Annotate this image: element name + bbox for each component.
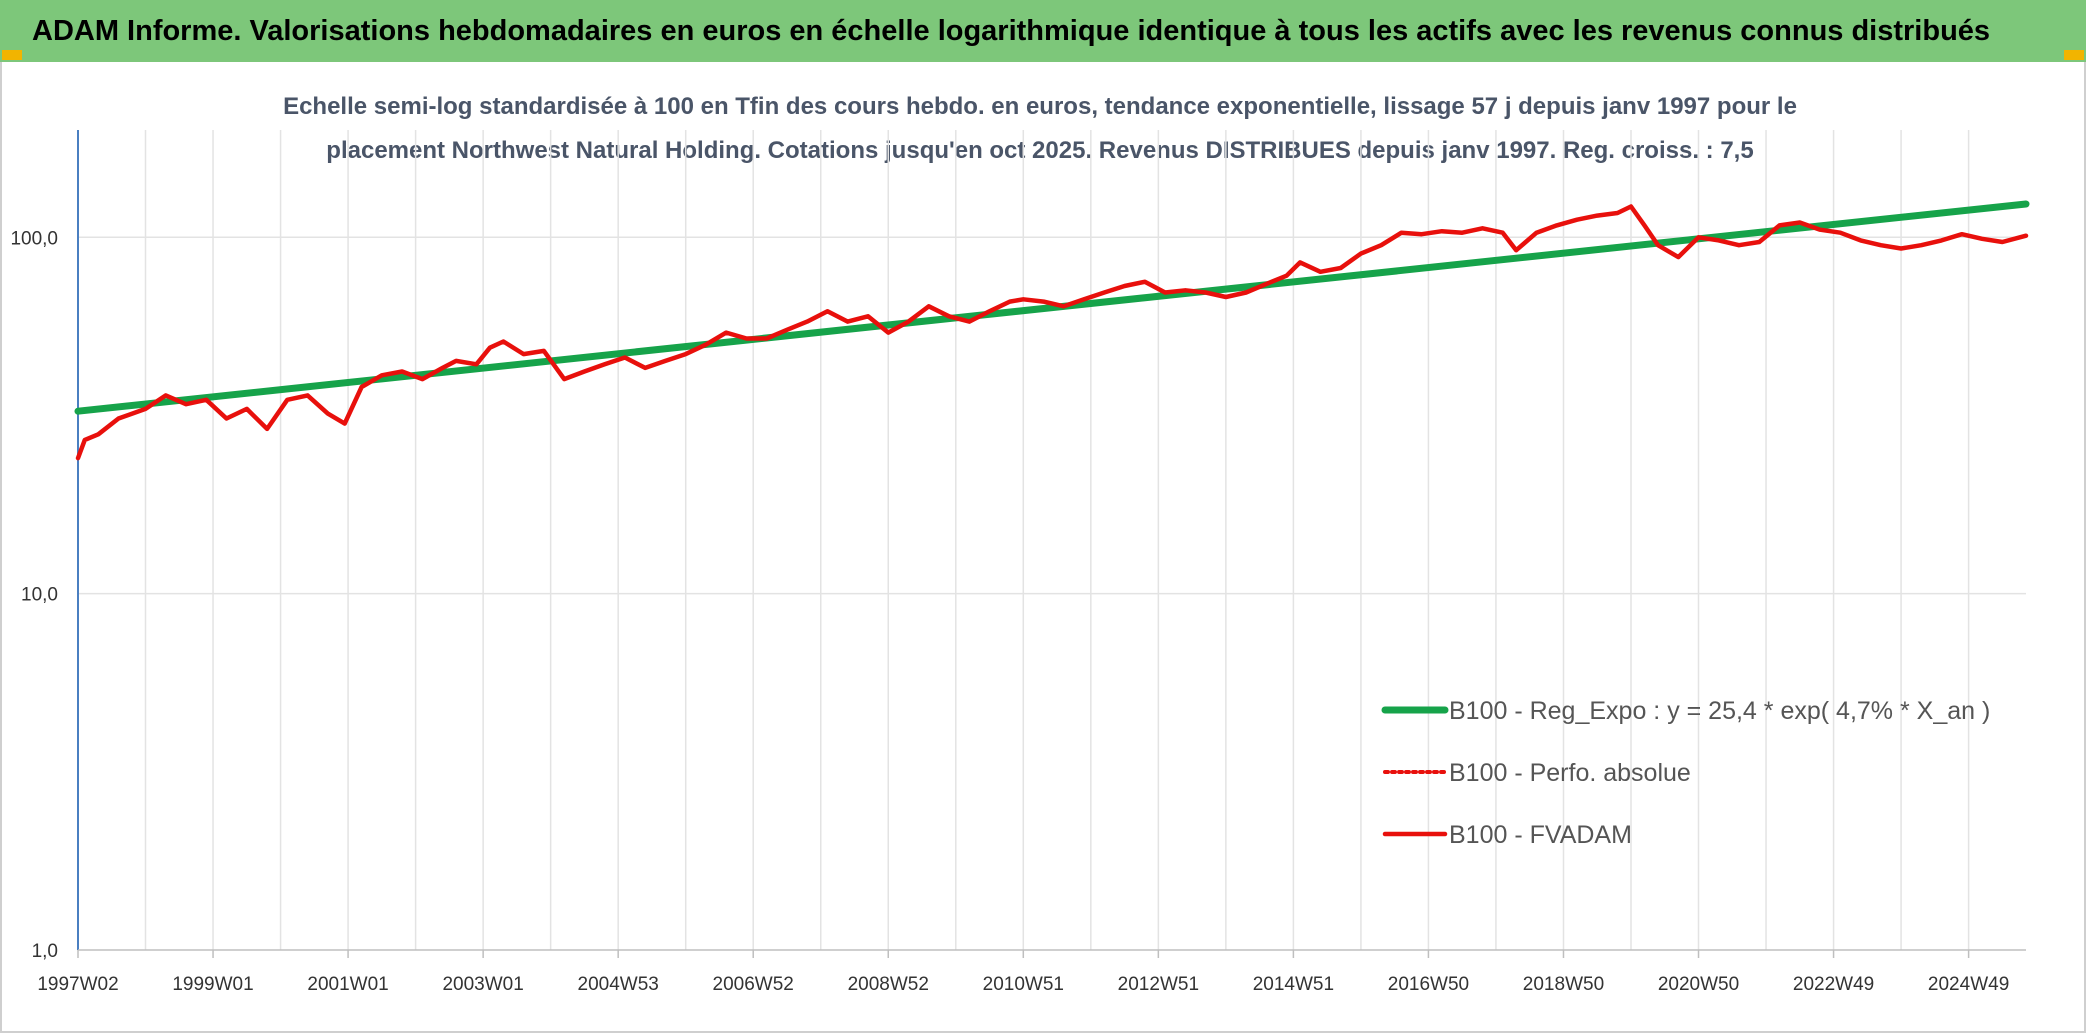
x-tick-label: 2008W52 (848, 974, 929, 995)
legend: B100 - Reg_Expo : y = 25,4 * exp( 4,7% *… (1381, 697, 1990, 849)
x-tick-label: 1999W01 (172, 974, 253, 995)
x-tick-label: 2001W01 (307, 974, 388, 995)
x-tick-label: 2003W01 (442, 974, 523, 995)
chart-frame (0, 50, 2086, 1033)
x-tick-label: 2012W51 (1118, 974, 1199, 995)
x-tick-label: 2006W52 (713, 974, 794, 995)
series-line-2 (75, 204, 2029, 461)
x-tick-label: 2022W49 (1793, 974, 1874, 995)
x-tick-label: 2020W50 (1658, 974, 1739, 995)
legend-label-2: B100 - FVADAM (1449, 821, 1632, 849)
corner-marker-left (2, 50, 22, 60)
series-lines (74, 200, 2030, 461)
axes: 1,0 10,0 100,0 1997W02 1999W01 2001W01 2003W01… (10, 130, 2026, 995)
chart-title-line-1: Echelle semi-log standardisée à 100 en T… (283, 93, 1797, 120)
legend-label-0: B100 - Reg_Expo : y = 25,4 * exp( 4,7% *… (1449, 697, 1990, 725)
corner-marker-right (2064, 50, 2084, 60)
x-tick-label: 1997W02 (37, 974, 118, 995)
x-tick-label: 2010W51 (983, 974, 1064, 995)
x-tick-label: 2014W51 (1253, 974, 1334, 995)
grid-lines (77, 130, 2026, 950)
y-tick-label: 1,0 (32, 941, 58, 962)
chart-title-line-2: placement Northwest Natural Holding. Cot… (326, 137, 1753, 164)
x-tick-label: 2004W53 (578, 974, 659, 995)
x-tick-label: 2018W50 (1523, 974, 1604, 995)
legend-label-1: B100 - Perfo. absolue (1449, 759, 1691, 787)
y-tick-label: 10,0 (21, 585, 58, 606)
x-tick-label: 2016W50 (1388, 974, 1469, 995)
report-banner-title: ADAM Informe. Valorisations hebdomadaire… (0, 0, 2086, 62)
x-tick-label: 2024W49 (1928, 974, 2009, 995)
y-tick-label: 100,0 (10, 228, 58, 249)
